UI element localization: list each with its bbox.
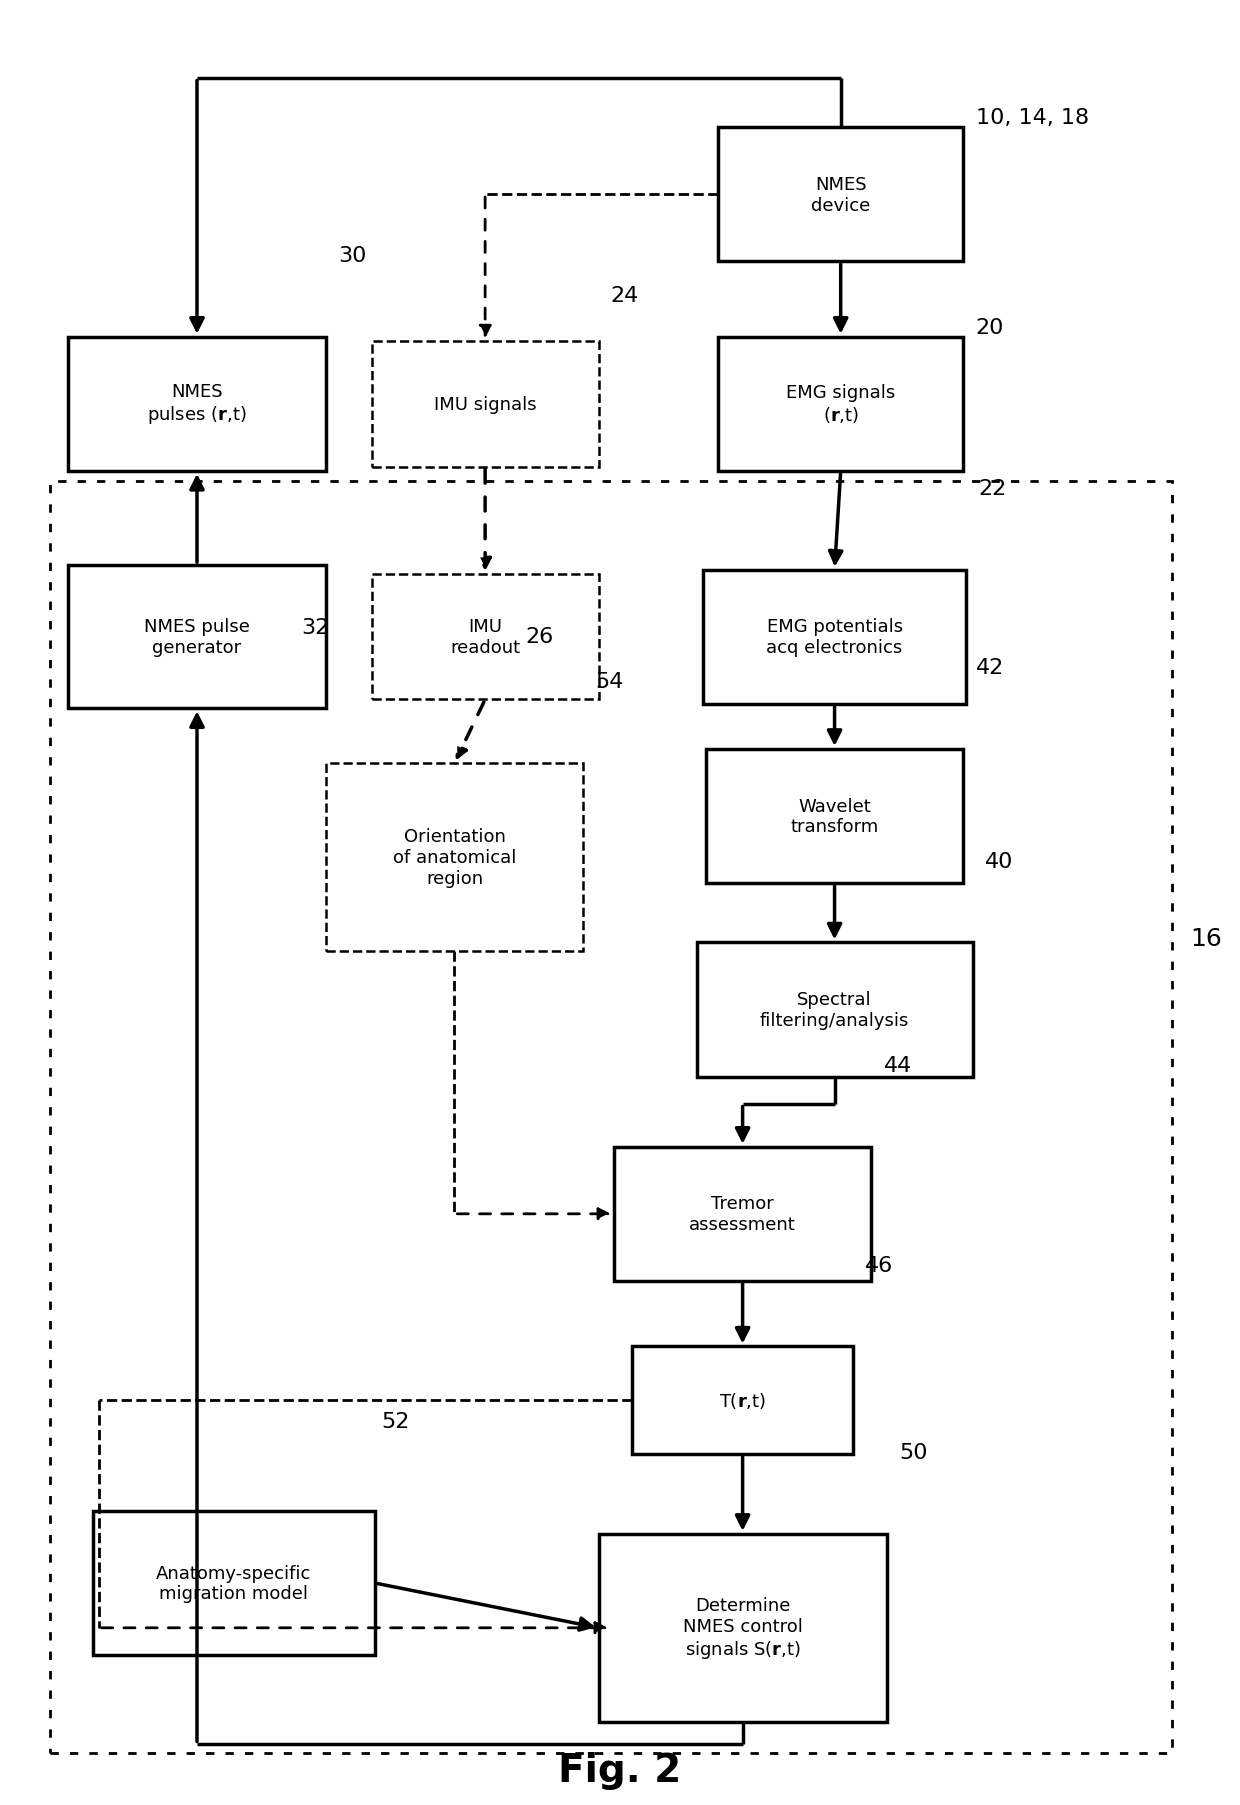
Text: 20: 20 [976,318,1004,338]
Text: IMU signals: IMU signals [434,395,537,413]
FancyBboxPatch shape [697,942,972,1078]
FancyBboxPatch shape [93,1511,374,1655]
Text: 22: 22 [978,478,1007,498]
FancyBboxPatch shape [718,338,963,471]
FancyBboxPatch shape [68,565,326,709]
FancyBboxPatch shape [718,128,963,262]
FancyBboxPatch shape [68,338,326,471]
Text: 42: 42 [976,657,1004,677]
FancyBboxPatch shape [599,1534,887,1722]
Text: 40: 40 [985,852,1013,872]
Text: 50: 50 [899,1442,928,1462]
Text: EMG signals
($\mathbf{r}$,t): EMG signals ($\mathbf{r}$,t) [786,384,895,426]
FancyBboxPatch shape [372,341,599,467]
Text: IMU
readout: IMU readout [450,617,521,657]
Text: NMES
pulses ($\mathbf{r}$,t): NMES pulses ($\mathbf{r}$,t) [148,383,247,426]
FancyBboxPatch shape [703,570,966,704]
Text: EMG potentials
acq electronics: EMG potentials acq electronics [766,617,903,657]
Text: Tremor
assessment: Tremor assessment [689,1195,796,1233]
FancyBboxPatch shape [372,574,599,700]
Text: NMES pulse
generator: NMES pulse generator [144,617,250,657]
Text: Fig. 2: Fig. 2 [558,1751,682,1789]
Text: Anatomy-specific
migration model: Anatomy-specific migration model [156,1563,311,1603]
Text: 46: 46 [866,1254,894,1274]
Text: Wavelet
transform: Wavelet transform [790,798,879,836]
Text: 32: 32 [301,617,330,637]
Text: Determine
NMES control
signals S($\mathbf{r}$,t): Determine NMES control signals S($\mathb… [683,1596,802,1661]
FancyBboxPatch shape [614,1146,872,1282]
Text: 54: 54 [595,671,624,691]
FancyBboxPatch shape [632,1347,853,1455]
FancyBboxPatch shape [706,749,963,884]
Text: 52: 52 [381,1412,409,1431]
Text: 44: 44 [884,1056,911,1076]
Text: T($\mathbf{r}$,t): T($\mathbf{r}$,t) [719,1390,766,1410]
Text: 24: 24 [611,285,639,307]
Text: Orientation
of anatomical
region: Orientation of anatomical region [393,828,516,888]
Text: 16: 16 [1190,926,1221,949]
Text: 26: 26 [525,626,553,646]
Text: NMES
device: NMES device [811,175,870,215]
Text: Spectral
filtering/analysis: Spectral filtering/analysis [760,991,909,1029]
FancyBboxPatch shape [326,764,583,951]
Text: 10, 14, 18: 10, 14, 18 [976,108,1089,128]
Text: 30: 30 [339,245,366,265]
